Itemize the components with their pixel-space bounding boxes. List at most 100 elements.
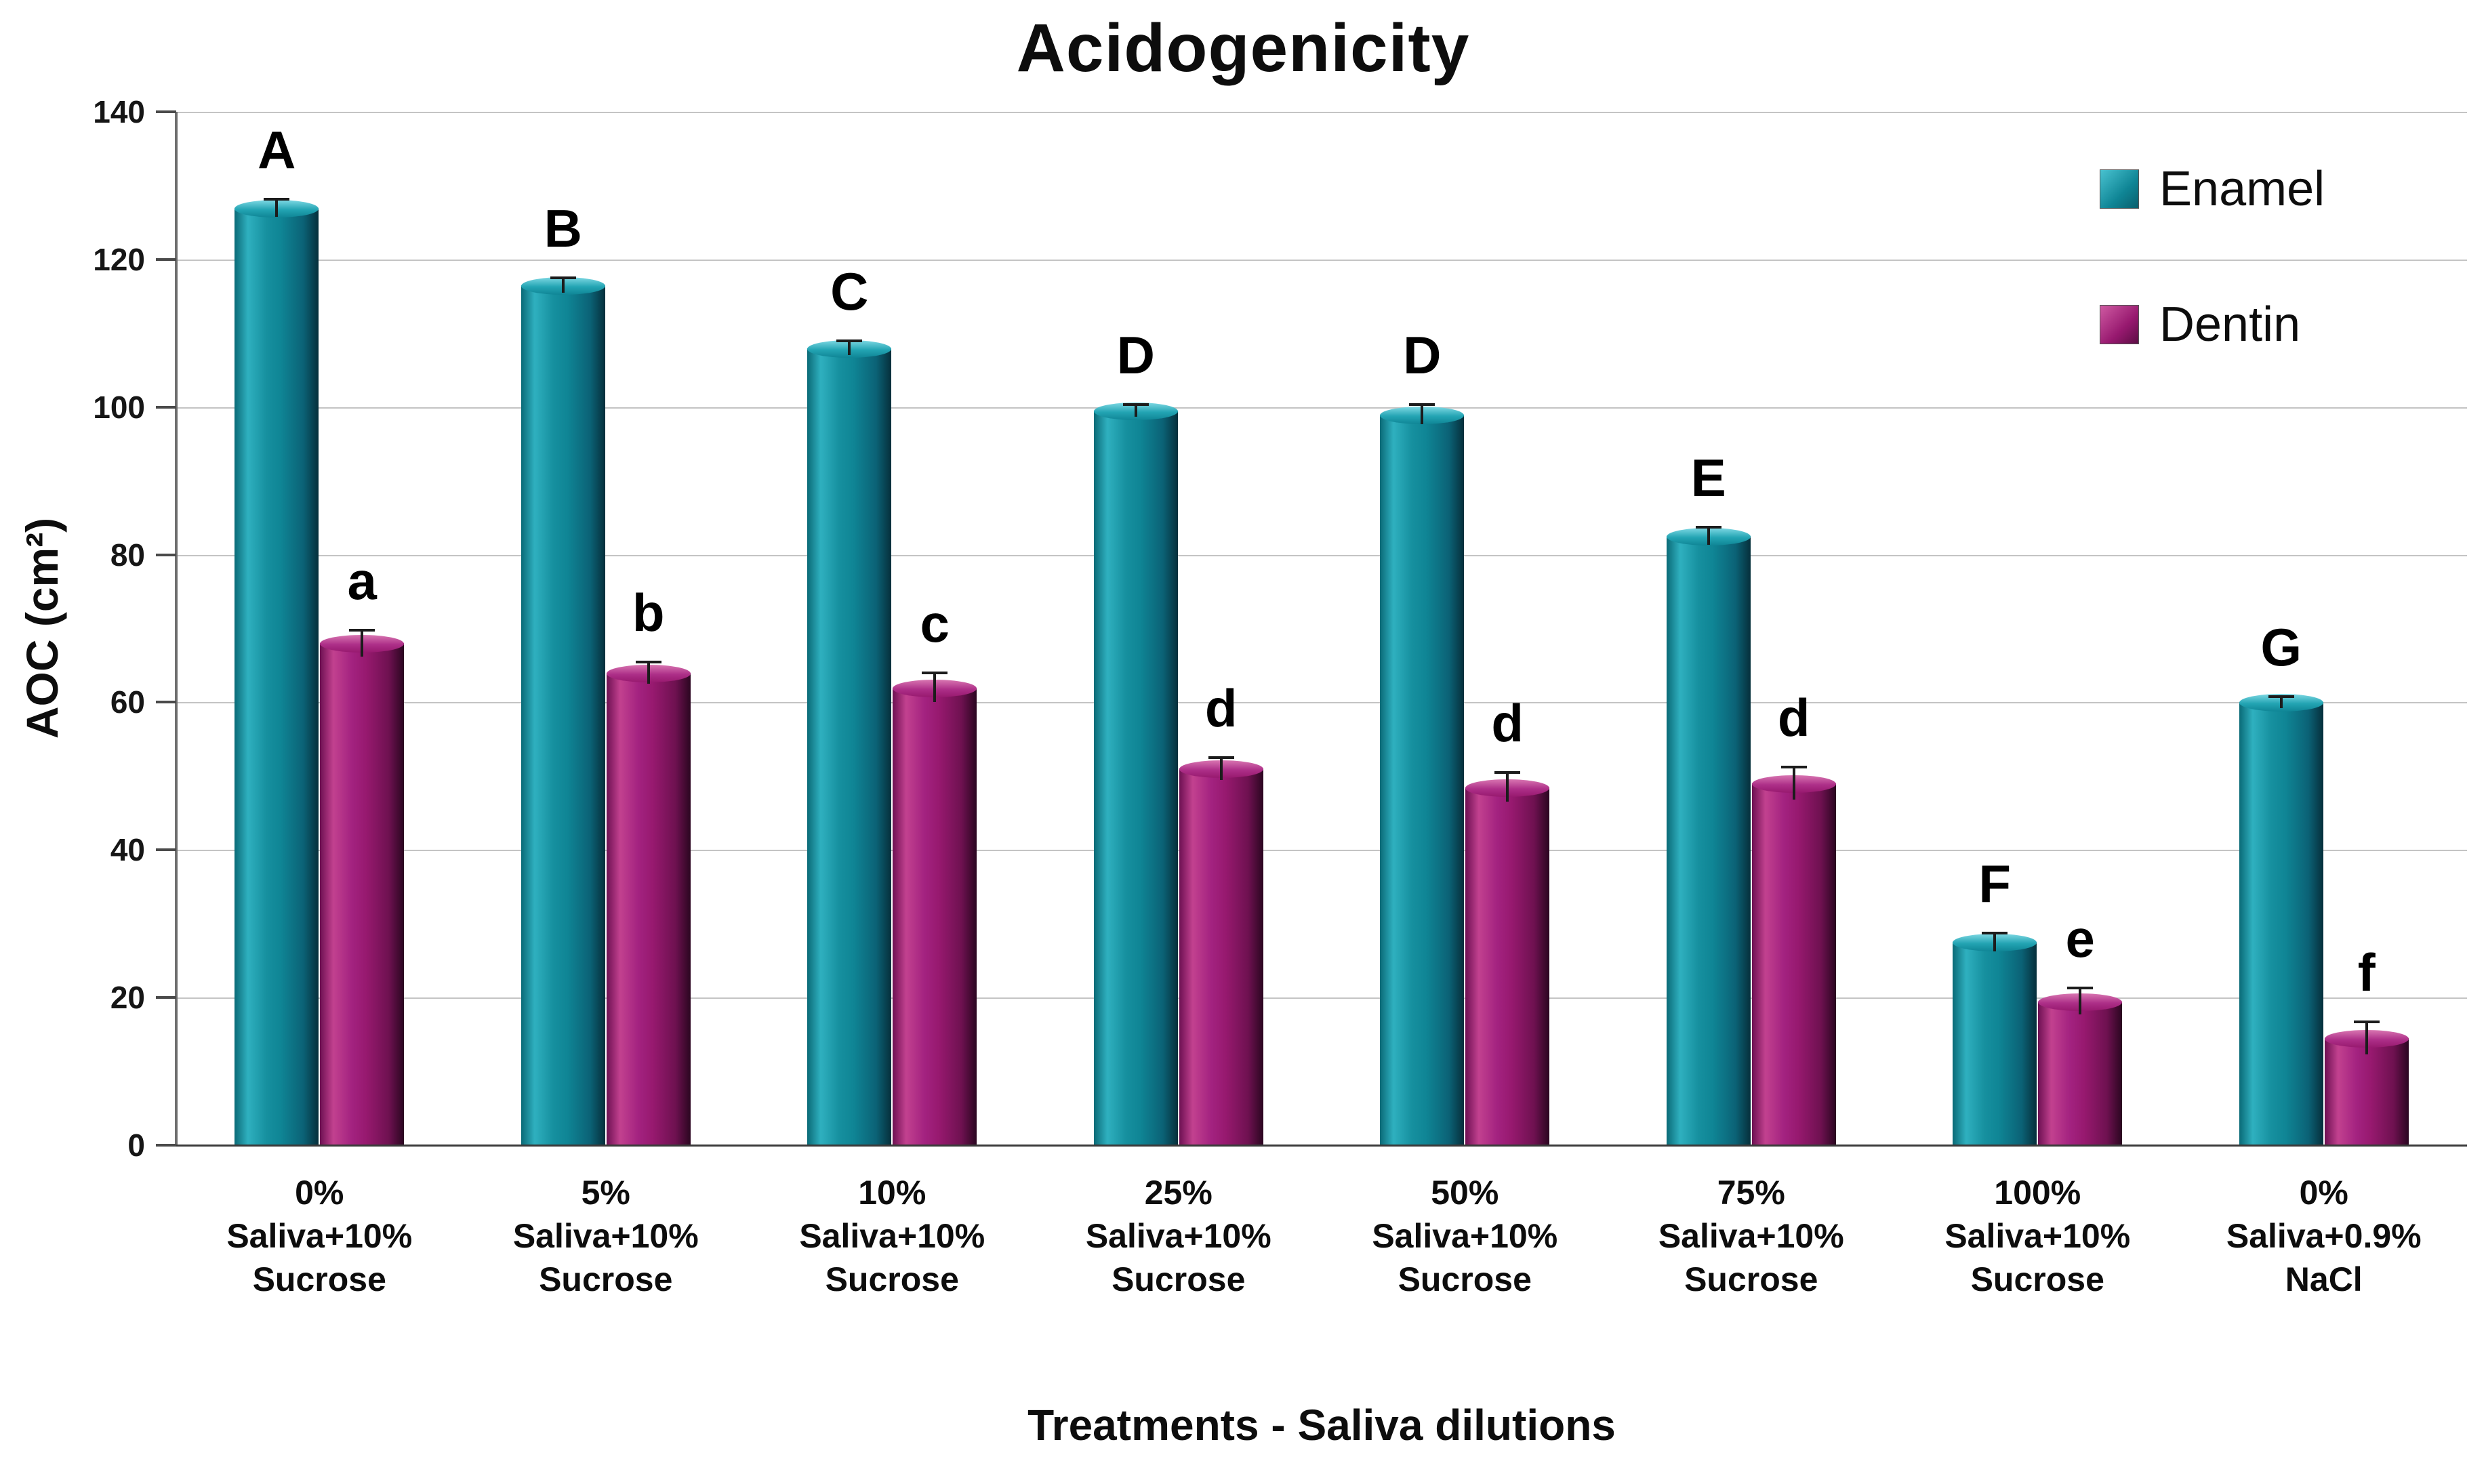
bar-enamel-0 [235, 199, 319, 1145]
error-cap-dentin-6 [2067, 986, 2094, 989]
legend-label-enamel: Enamel [2159, 162, 2325, 216]
y-axis-line [175, 112, 178, 1145]
y-tick-100 [156, 405, 176, 409]
category-label-2: 10% Saliva+10% Sucrose [799, 1174, 985, 1298]
bar-dentin-7 [2324, 1030, 2409, 1145]
error-bar-dentin-6 [2079, 987, 2082, 1015]
error-bar-enamel-1 [561, 278, 565, 293]
error-cap-dentin-1 [635, 660, 661, 663]
sig-letter-enamel-5: E [1690, 448, 1726, 508]
y-tick-40 [156, 848, 176, 852]
sig-letter-dentin-5: d [1777, 688, 1810, 748]
sig-letter-dentin-0: a [347, 550, 377, 611]
sig-letter-enamel-0: A [258, 119, 296, 180]
category-label-0: 0% Saliva+10% Sucrose [226, 1174, 413, 1298]
category-label-4: 50% Saliva+10% Sucrose [1372, 1174, 1558, 1298]
bar-dentin-1 [606, 664, 691, 1145]
y-tick-label-60: 60 [110, 684, 145, 720]
error-cap-enamel-7 [2268, 695, 2294, 698]
error-cap-enamel-6 [1982, 932, 2008, 935]
error-bar-enamel-7 [2279, 696, 2283, 709]
y-tick-120 [156, 257, 176, 261]
sig-letter-enamel-4: D [1403, 325, 1442, 386]
sig-letter-enamel-1: B [544, 199, 582, 259]
dentin-swatch-icon [2100, 305, 2139, 344]
gridline-60 [176, 702, 2467, 704]
category-label-6: 100% Saliva+10% Sucrose [1944, 1174, 2131, 1298]
y-tick-label-40: 40 [110, 832, 145, 868]
y-tick-80 [156, 553, 176, 556]
y-tick-label-80: 80 [110, 537, 145, 573]
bar-dentin-2 [893, 679, 977, 1145]
legend: Enamel Dentin [2100, 161, 2325, 432]
error-cap-dentin-4 [1494, 770, 1521, 774]
bar-enamel-5 [1666, 528, 1751, 1145]
error-bar-dentin-3 [1219, 758, 1223, 780]
gridline-120 [176, 259, 2467, 261]
error-bar-enamel-5 [1707, 527, 1710, 545]
error-cap-dentin-3 [1208, 756, 1234, 760]
category-label-1: 5% Saliva+10% Sucrose [512, 1174, 699, 1298]
gridline-140 [176, 112, 2467, 113]
x-axis-line [175, 1145, 2467, 1147]
legend-label-dentin: Dentin [2159, 297, 2301, 352]
error-bar-enamel-0 [275, 199, 279, 217]
gridline-20 [176, 997, 2467, 999]
bar-dentin-6 [2038, 993, 2123, 1145]
bar-enamel-6 [1953, 934, 2037, 1145]
bar-dentin-5 [1751, 775, 1836, 1145]
y-tick-20 [156, 996, 176, 999]
category-label-7: 0% Saliva+0.9% NaCl [2226, 1174, 2422, 1298]
y-axis-ticks: 0 20 40 60 80 100 120 140 [0, 94, 176, 1163]
error-cap-enamel-0 [264, 197, 290, 201]
error-bar-enamel-3 [1134, 405, 1137, 417]
bar-dentin-4 [1465, 779, 1550, 1145]
error-bar-dentin-0 [361, 630, 364, 657]
gridline-100 [176, 407, 2467, 409]
y-tick-0 [156, 1144, 176, 1147]
sig-letter-dentin-7: f [2357, 943, 2376, 1003]
legend-item-enamel: Enamel [2100, 161, 2325, 217]
sig-letter-enamel-7: G [2260, 617, 2302, 677]
error-bar-enamel-4 [1421, 405, 1424, 424]
error-cap-enamel-3 [1122, 403, 1149, 407]
error-bar-enamel-6 [1993, 933, 1997, 951]
x-axis-title: Treatments - Saliva dilutions [1027, 1401, 1616, 1449]
error-bar-enamel-2 [848, 340, 851, 356]
sig-letter-enamel-6: F [1978, 854, 2012, 914]
sig-letter-enamel-2: C [830, 261, 869, 321]
bar-enamel-4 [1380, 406, 1465, 1145]
y-tick-60 [156, 701, 176, 704]
error-cap-dentin-5 [1780, 766, 1807, 769]
sig-letter-dentin-2: c [920, 593, 950, 653]
error-cap-enamel-2 [836, 339, 863, 342]
y-tick-label-140: 140 [93, 94, 145, 129]
error-cap-dentin-7 [2353, 1021, 2380, 1024]
error-bar-dentin-7 [2365, 1022, 2368, 1054]
error-cap-enamel-5 [1695, 526, 1721, 529]
gridline-80 [176, 554, 2467, 556]
sig-letter-dentin-3: d [1204, 678, 1238, 739]
bar-enamel-2 [807, 339, 892, 1145]
y-tick-label-100: 100 [93, 389, 145, 425]
error-bar-dentin-5 [1792, 767, 1795, 800]
sig-letter-dentin-1: b [632, 582, 665, 642]
gridline-40 [176, 850, 2467, 852]
error-cap-dentin-0 [349, 628, 375, 632]
error-cap-enamel-1 [550, 276, 576, 280]
sig-letter-dentin-6: e [2065, 908, 2095, 968]
sig-letter-enamel-3: D [1116, 325, 1155, 386]
sig-letter-dentin-4: d [1491, 693, 1524, 753]
bar-enamel-7 [2239, 694, 2323, 1145]
bar-dentin-0 [320, 635, 405, 1145]
error-cap-enamel-4 [1409, 403, 1435, 407]
bar-enamel-3 [1093, 403, 1178, 1145]
error-bar-dentin-4 [1506, 772, 1509, 802]
chart-title: Acidogenicity [1016, 10, 1470, 86]
y-tick-label-0: 0 [127, 1128, 145, 1163]
error-bar-dentin-2 [933, 672, 937, 703]
y-tick-140 [156, 110, 176, 113]
category-label-5: 75% Saliva+10% Sucrose [1658, 1174, 1844, 1298]
